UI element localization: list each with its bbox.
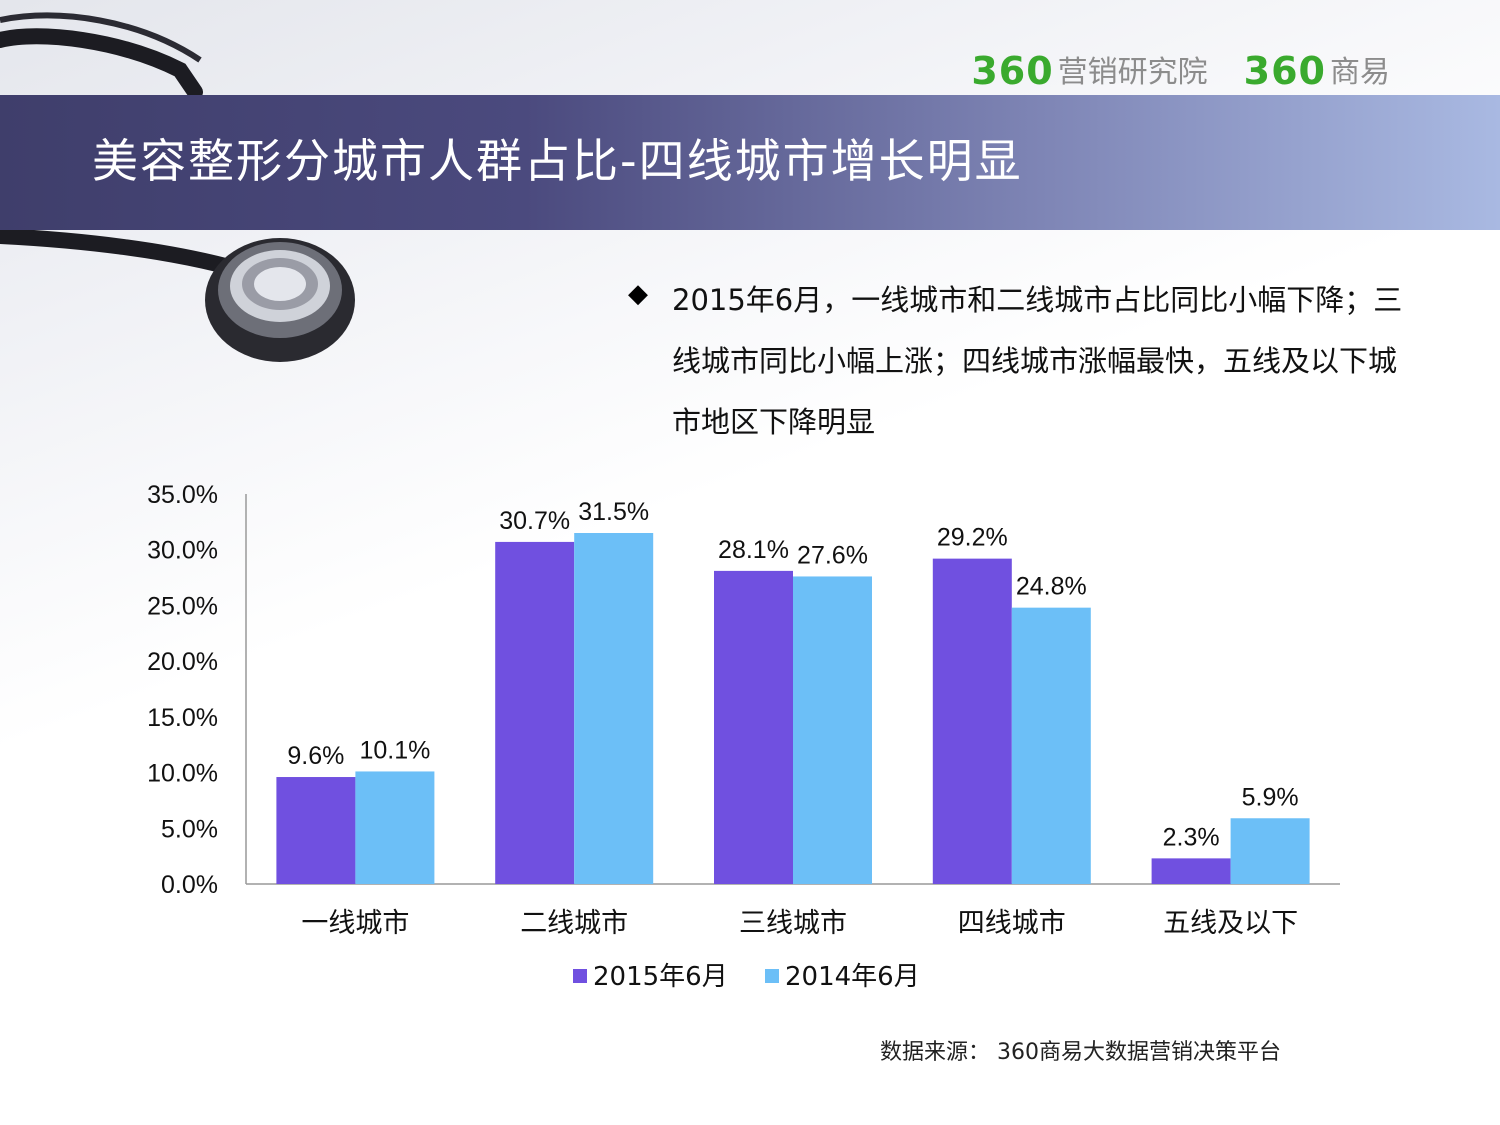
data-label: 30.7% [499, 507, 570, 535]
data-label: 5.9% [1242, 783, 1299, 811]
logo-label: 营销研究院 [1057, 55, 1208, 90]
data-label: 31.5% [578, 498, 649, 526]
data-label: 2.3% [1163, 823, 1220, 851]
data-label: 9.6% [287, 742, 344, 770]
bar-2014 [574, 533, 654, 884]
data-source: 数据来源： 360商易大数据营销决策平台 [880, 1040, 1281, 1065]
y-tick-label: 5.0% [161, 815, 218, 843]
legend-swatch [573, 969, 587, 983]
legend-swatch [765, 969, 779, 983]
logo-360-research: 360 营销研究院 [971, 52, 1207, 90]
bar-chart: 0.0% 5.0% 10.0% 15.0% 20.0% 25.0% 30.0% 35.0% 9.… [147, 481, 1340, 992]
diamond-bullet-icon: ◆ [628, 279, 648, 309]
bar-2015 [495, 541, 575, 884]
x-tick-label: 四线城市 [958, 908, 1066, 939]
y-tick-label: 25.0% [147, 592, 218, 620]
x-tick-label: 二线城市 [520, 908, 628, 939]
data-label: 24.8% [1016, 573, 1087, 601]
page-title: 美容整形分城市人群占比-四线城市增长明显 [92, 134, 1023, 188]
bar-2015 [276, 777, 356, 884]
y-tick-label: 15.0% [147, 704, 218, 732]
data-label: 28.1% [718, 536, 789, 564]
bar-2015 [932, 558, 1012, 884]
logo-label: 商易 [1330, 55, 1390, 90]
bullet-text: 2015年6月，一线城市和二线城市占比同比小幅下降；三线城市同比小幅上涨；四线城… [672, 283, 1403, 439]
stethoscope-image [0, 12, 355, 362]
x-tick-label: 一线城市 [301, 908, 409, 939]
x-tick-label: 三线城市 [739, 908, 847, 939]
y-tick-label: 35.0% [147, 481, 218, 509]
y-tick-label: 30.0% [147, 537, 218, 565]
logo-360-shangyi: 360 商易 [1244, 52, 1390, 90]
logo-number: 360 [971, 49, 1054, 93]
bar-2014 [1230, 818, 1310, 884]
bar-2014 [1011, 607, 1091, 884]
bullet-point: ◆ 2015年6月，一线城市和二线城市占比同比小幅下降；三线城市同比小幅上涨；四… [628, 270, 1408, 453]
logo-number: 360 [1243, 49, 1326, 93]
x-tick-label: 五线及以下 [1163, 908, 1298, 939]
bar-2015 [714, 570, 793, 884]
data-label: 27.6% [797, 541, 868, 569]
y-tick-label: 10.0% [147, 760, 218, 788]
bar-2014 [355, 771, 435, 884]
header-logos: 360 营销研究院 360 商易 [971, 52, 1390, 90]
data-label: 10.1% [359, 736, 430, 764]
bar-2014 [793, 576, 872, 884]
y-tick-label: 0.0% [161, 871, 218, 899]
legend-label: 2014年6月 [785, 962, 920, 992]
legend-label: 2015年6月 [593, 962, 728, 992]
bar-2015 [1151, 858, 1231, 884]
title-bar: 美容整形分城市人群占比-四线城市增长明显 [0, 95, 1500, 230]
data-label: 29.2% [937, 524, 1008, 552]
y-tick-label: 20.0% [147, 648, 218, 676]
